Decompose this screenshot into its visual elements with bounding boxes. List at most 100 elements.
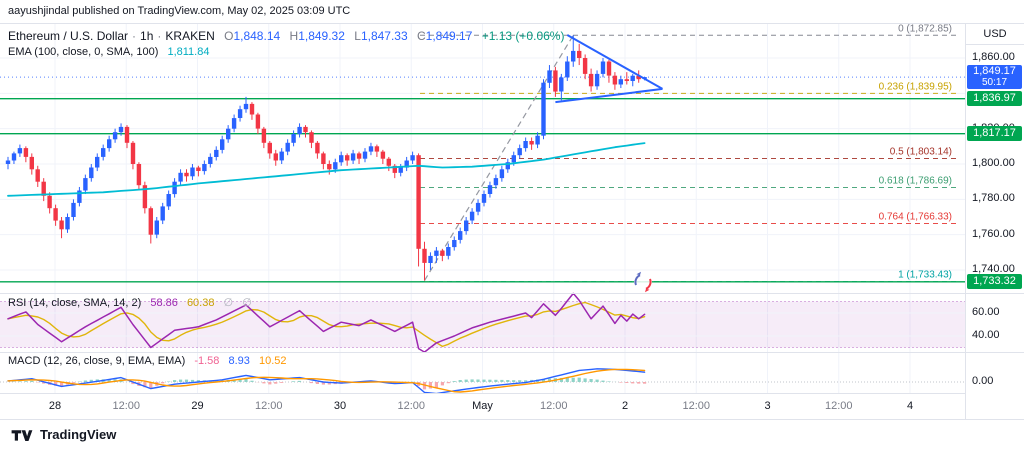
candle [172,181,177,195]
macd-label: MACD (12, 26, close, 9, EMA, EMA) [8,355,186,367]
time-label: 12:00 [539,400,568,412]
candle [582,58,588,74]
candle [386,158,391,166]
candle [571,50,576,62]
candle [208,156,213,164]
currency-label[interactable]: USD [966,24,1024,45]
candle [118,126,124,133]
macd-signal-value: 10.52 [258,355,287,367]
candle [565,61,570,78]
macd-histogram-bar [452,381,456,382]
macd-histogram-bar [238,379,242,382]
level-price-badge: 1,733.32 [967,274,1022,290]
pane-separator-macd[interactable] [0,352,1024,353]
macd-histogram-bar [143,382,147,388]
price-label: 1,780.00 [972,192,1015,205]
macd-histogram-bar [637,382,641,384]
candle [422,248,427,263]
interval-label[interactable]: 1h [140,29,154,43]
macd-histogram-bar [518,380,522,382]
ema-legend[interactable]: EMA (100, close, 0, SMA, 100) 1,811.84 [8,46,209,58]
candle [440,250,445,256]
candle [452,240,457,248]
chart-area[interactable]: 0 (1,872.85) 0.236 (1,839.95) 0.5 (1,803.1… [0,24,1024,419]
low-label: L [354,29,361,43]
price-axis[interactable]: USD 1,860.001,820.001,800.001,780.001,76… [965,24,1024,419]
macd-histogram-bar [167,381,171,382]
candle [333,162,338,170]
macd-histogram-bar [583,378,587,382]
candle [475,202,481,212]
chart-canvas[interactable]: 0 (1,872.85) 0.236 (1,839.95) 0.5 (1,803.1… [0,24,965,393]
candle [612,75,618,85]
candle [202,164,207,172]
rsi-legend[interactable]: RSI (14, close, SMA, 14, 2) 58.86 60.38 … [8,296,252,309]
candle [577,50,582,58]
candle [368,146,374,152]
candle [356,153,362,159]
candle [53,208,58,221]
pane-separator-rsi[interactable] [0,293,1024,294]
macd-histogram-bar [589,379,593,382]
price-label: 1,760.00 [972,227,1015,240]
macd-hist-value: -1.58 [194,355,220,367]
close-label: C [417,29,426,43]
candle [291,134,296,143]
candle [166,194,171,207]
candle [636,75,641,80]
rsi-value: 58.86 [150,297,178,309]
level-price-badge: 1,817.17 [967,126,1022,142]
macd-histogram-bar [446,382,450,384]
macd-legend[interactable]: MACD (12, 26, close, 9, EMA, EMA) -1.58 … [8,355,287,367]
candle [285,142,290,152]
candle [101,148,106,157]
macd-histogram-bar [161,382,165,384]
macd-histogram-bar [559,377,563,382]
macd-histogram-bar [292,381,296,382]
candle [23,148,29,157]
candle [112,132,118,140]
high-value: 1,849.32 [298,29,345,43]
macd-histogram-bar [595,379,599,382]
macd-histogram-bar [173,380,177,382]
macd-histogram-bar [601,380,605,382]
candle [184,172,189,177]
candle [464,220,469,232]
macd-histogram-bar [268,382,272,385]
macd-histogram-bar [631,382,635,384]
macd-histogram-bar [547,378,552,382]
time-axis[interactable]: 28 12:00 29 12:00 30 12:00 May 12:00 2 12:00 3 12:0… [0,393,1024,419]
candle [196,167,201,171]
macd-histogram-bar [625,382,629,383]
macd-histogram-bar [494,379,498,382]
macd-histogram-bar [274,382,278,384]
candle [428,255,433,263]
macd-histogram-bar [107,379,111,382]
candle [434,250,439,256]
symbol-legend[interactable]: Ethereum / U.S. Dollar · 1h · KRAKEN O1,848.… [8,29,564,43]
candle [458,231,463,240]
macd-histogram-bar [309,382,313,384]
candle [499,169,505,179]
macd-histogram-bar [89,379,93,382]
candle [261,128,267,143]
candle [362,151,368,159]
candle [374,146,380,152]
macd-histogram-bar [571,377,575,382]
candle [267,142,272,154]
tradingview-logo-icon[interactable] [10,427,34,443]
tradingview-brand[interactable]: TradingView [40,427,117,442]
cycle-arrows-icon[interactable] [634,271,652,293]
candle [41,181,46,196]
macd-histogram-bar [506,380,510,382]
macd-line-value: 8.93 [228,355,250,367]
candle [416,155,421,249]
macd-histogram-bar [54,382,58,386]
macd-histogram-bar [60,382,64,387]
macd-histogram-bar [131,382,135,385]
price-label: 1,860.00 [972,51,1015,63]
fib-level-label: 0.5 (1,803.14) [890,146,952,157]
macd-histogram-bar [643,382,647,384]
time-label: 28 [48,400,62,412]
candle [136,164,142,186]
